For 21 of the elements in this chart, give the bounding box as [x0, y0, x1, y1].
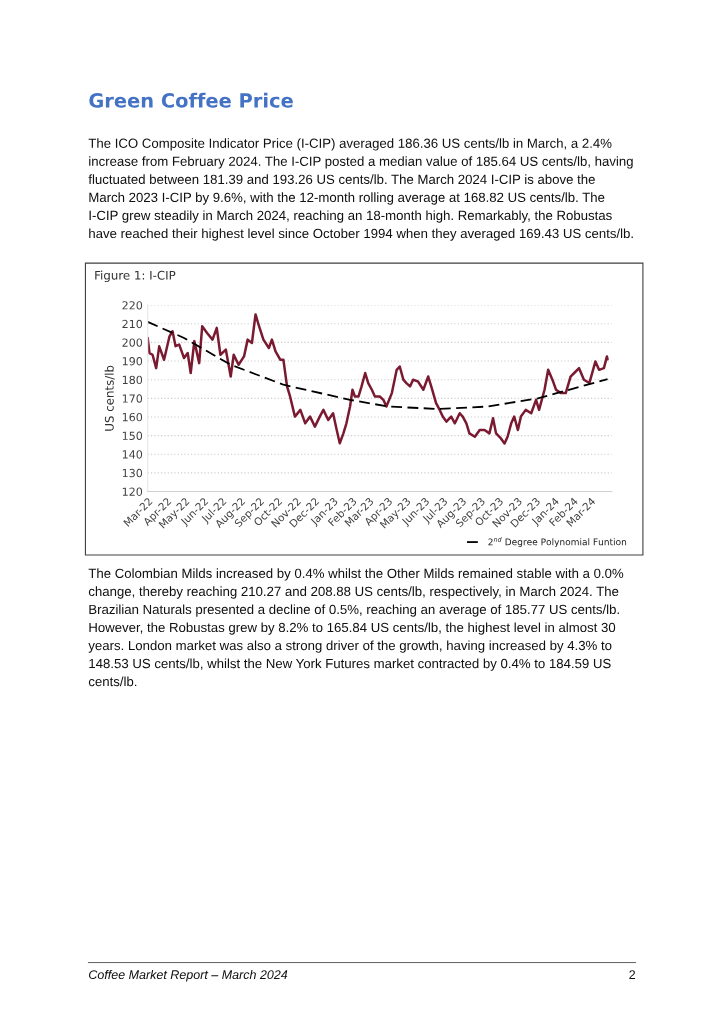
- text: The ICO Composite Indicator Price (I-CIP) averaged 186.36 US cents/lb in March, a 2.4% increase from February 2024. The I-CIP posted a median value of 185.64 US cents/lb, having fluctuated between 181.39 and 193.26 US cents/lb. The March 2024 I-CIP is above the March 2023 I-CIP by 9.6%, with the 12-month rolling average at 168.82 US cents/lb. The I-CIP grew steadily in March 2024, reaching an 18-month high. Remarkably, the Robustas have reached their highest level since October 1994 when they averaged 169.43 US cents/lb.: [88, 138, 633, 241]
- y-tick-label: 220: [122, 301, 143, 310]
- y-tick-label: 180: [122, 375, 143, 385]
- y-tick-label: 170: [122, 394, 143, 403]
- legend-label: 2$^{nd}$ Degree Polynomial Funtion: [488, 536, 627, 548]
- y-tick-label: 200: [122, 338, 143, 347]
- line-series: [147, 321, 609, 410]
- y-tick-label: 150: [122, 431, 143, 440]
- y-tick-label: 120: [122, 487, 143, 496]
- chart-subtitle: Figure 1: I-CIP: [95, 270, 176, 283]
- text: Coffee Market Report – March 2024: [89, 969, 288, 982]
- y-tick-label: 160: [122, 412, 143, 422]
- y-axis-title: US cents/lb: [104, 365, 115, 431]
- text: 2: [629, 970, 636, 979]
- y-tick-label: 140: [122, 450, 143, 459]
- y-tick-label: 190: [122, 357, 143, 366]
- text: The Colombian Milds increased by 0.4% whilst the Other Milds remained stable with a 0.0% change, thereby reaching 210.27 and 208.88 US cents/lb, respectively, in March 2024. The Brazilian Naturals presented a decline of 0.5%, reaching an average of 185.77 US cents/lb. However, the Robustas grew by 8.2% to 165.84 US cents/lb, the highest level in almost 30 years. London market was also a strong driver of the growth, having increased by 4.3% to 148.53 US cents/lb, whilst the New York Futures market contracted by 0.4% to 184.59 US cents/lb.: [88, 568, 624, 687]
- y-tick-label: 210: [122, 319, 143, 329]
- chart-title: Green Coffee Price: [89, 92, 293, 108]
- line-series: [147, 313, 609, 445]
- y-tick-label: 130: [122, 468, 143, 478]
